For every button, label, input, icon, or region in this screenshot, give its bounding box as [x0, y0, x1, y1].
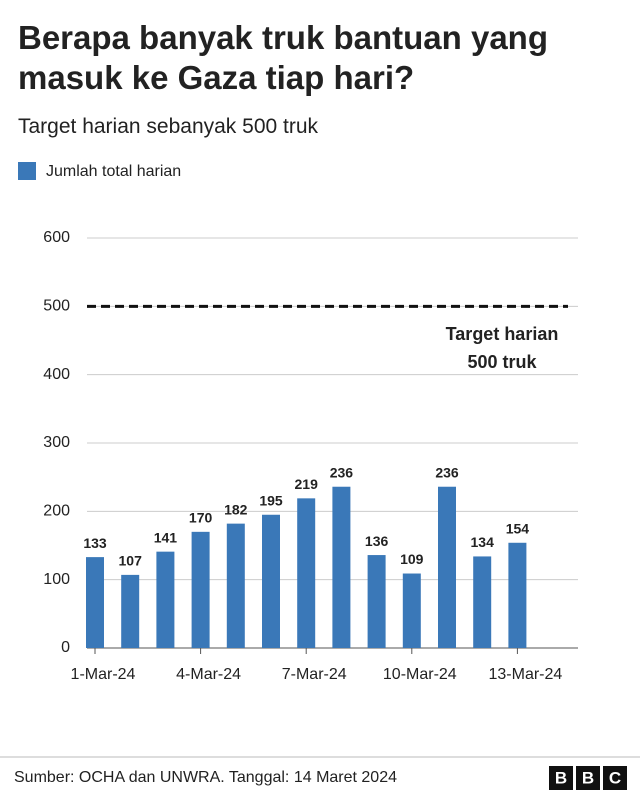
bar	[367, 555, 386, 648]
value-label: 236	[435, 464, 459, 480]
y-tick-label: 300	[43, 434, 70, 451]
bar	[473, 556, 492, 648]
x-tick-label: 7-Mar-24	[282, 666, 347, 683]
legend-swatch	[18, 162, 36, 180]
value-label: 170	[189, 510, 213, 526]
x-tick-label: 10-Mar-24	[383, 666, 457, 683]
value-label: 141	[154, 529, 178, 545]
y-tick-label: 600	[43, 229, 70, 246]
legend-label: Jumlah total harian	[46, 163, 181, 180]
value-label: 236	[330, 464, 354, 480]
logo-box	[549, 766, 573, 790]
bar	[262, 514, 280, 648]
y-tick-label: 400	[43, 366, 70, 383]
bar	[191, 531, 210, 648]
bar	[86, 557, 104, 648]
target-label: Target harian	[446, 324, 559, 344]
bar	[438, 486, 456, 648]
logo-letter: C	[609, 768, 621, 787]
value-label: 134	[471, 534, 495, 550]
logo-letter: B	[582, 768, 594, 787]
value-label: 154	[506, 520, 530, 536]
source: Sumber: OCHA dan UNWRA. Tanggal: 14 Mare…	[14, 769, 397, 786]
y-tick-label: 500	[43, 298, 70, 315]
y-tick-label: 100	[43, 571, 70, 588]
value-label: 219	[295, 476, 319, 492]
chart-title: Berapa banyak truk bantuan yang masuk ke…	[18, 19, 548, 96]
bar	[226, 523, 245, 648]
value-label: 107	[119, 553, 143, 569]
bar	[332, 486, 351, 648]
bar	[156, 551, 175, 648]
value-label: 182	[224, 501, 248, 517]
value-label: 133	[83, 535, 107, 551]
y-tick-label: 0	[61, 639, 70, 656]
x-tick-label: 1-Mar-24	[71, 666, 136, 683]
bar	[121, 574, 140, 648]
bar	[508, 542, 527, 648]
bar	[402, 573, 421, 648]
x-tick-label: 13-Mar-24	[488, 666, 562, 683]
bar	[297, 498, 316, 648]
value-label: 109	[400, 551, 424, 567]
target-label: 500 truk	[467, 352, 537, 372]
value-label: 136	[365, 533, 389, 549]
logo-box	[576, 766, 600, 790]
chart-subtitle: Target harian sebanyak 500 truk	[18, 115, 319, 138]
logo-letter: B	[555, 768, 567, 787]
value-label: 195	[259, 492, 283, 508]
x-tick-label: 4-Mar-24	[176, 666, 241, 683]
logo-box	[603, 766, 627, 790]
y-tick-label: 200	[43, 503, 70, 520]
